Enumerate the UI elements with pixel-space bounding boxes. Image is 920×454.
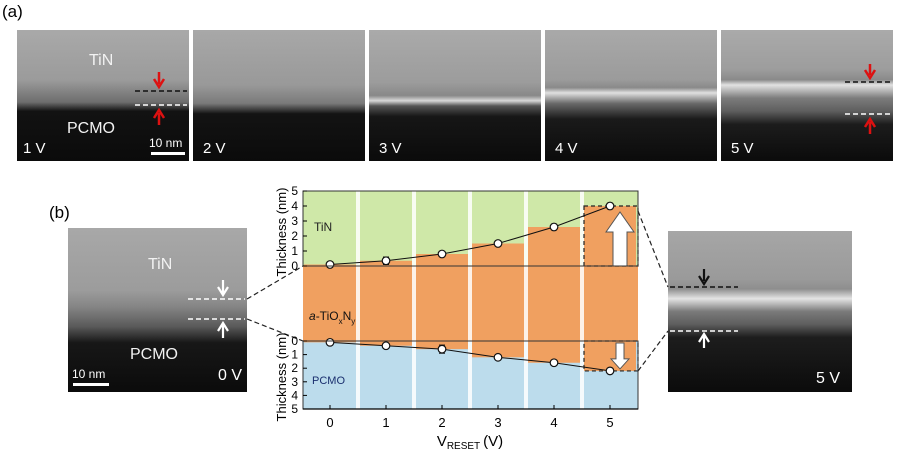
pcmo-series-point [381, 341, 391, 351]
tin-series-point [493, 239, 503, 248]
tin-label: TiN [89, 52, 114, 69]
tin-series-point [605, 201, 615, 211]
white-arrow-up-icon [217, 320, 229, 338]
tem-image-2v: 2 V [193, 30, 365, 161]
tin-series-point [549, 222, 559, 232]
x-axis-symbol: V [437, 433, 447, 450]
top-y-tick-label: 1 [291, 244, 298, 258]
top-y-tick-label: 3 [291, 214, 298, 228]
bottom-y-tick-label: 2 [291, 361, 298, 375]
x-tick-label: 4 [550, 415, 557, 430]
scale-bar-label: 10 nm [72, 367, 106, 381]
oxide-sub-x: x [339, 317, 343, 326]
red-arrow-down-icon [863, 64, 877, 81]
column-separator [412, 191, 416, 409]
region-label-tin: TiN [314, 220, 332, 234]
x-tick-label: 2 [438, 415, 445, 430]
x-axis-sub: RESET [447, 441, 480, 452]
black-arrow-down-icon [698, 269, 710, 287]
voltage-label: 3 V [379, 140, 402, 157]
oxide-n: N [343, 309, 352, 323]
oxide-prefix: a [309, 309, 316, 323]
oxide-growth-top [416, 254, 468, 266]
tem-image-5v-right: 5 V [668, 231, 852, 392]
region-label-oxide: a-TiOxNy [309, 309, 355, 326]
tem-image-5v: 5 V [721, 30, 893, 161]
top-y-tick-label: 4 [291, 199, 298, 213]
tin-label: TiN [148, 256, 173, 273]
tin-series-point [381, 256, 391, 266]
voltage-label: 1 V [23, 140, 46, 157]
x-tick-label: 0 [326, 415, 333, 430]
column-separator [356, 191, 360, 409]
voltage-label: 5 V [816, 370, 841, 387]
x-tick-label: 5 [606, 415, 613, 430]
oxide-main: -TiO [316, 309, 339, 323]
tem-image-3v: 3 V [369, 30, 541, 161]
pcmo-series-point [605, 366, 615, 376]
bottom-y-tick-label: 1 [291, 348, 298, 362]
oxide-growth-top [472, 243, 524, 266]
oxide-growth-bottom [472, 341, 524, 358]
tem-image-0v: TiN PCMO 10 nm 0 V [68, 228, 247, 392]
pcmo-label: PCMO [67, 120, 115, 137]
voltage-label: 4 V [555, 140, 578, 157]
oxide-growth-bottom [584, 341, 636, 371]
top-y-tick-label: 5 [291, 184, 298, 198]
region-label-pcmo: PCMO [312, 375, 345, 387]
x-tick-label: 1 [382, 415, 389, 430]
oxide-growth-top [528, 227, 580, 266]
pcmo-series-point [493, 352, 503, 362]
x-axis-unit: (V) [483, 433, 503, 450]
x-axis-label: VRESET (V) [437, 433, 503, 452]
bottom-y-tick-label: 0 [291, 334, 298, 348]
growth-arrow-up-icon [605, 211, 635, 267]
bottom-y-axis-label: Thickness (nm) [274, 333, 289, 422]
white-arrow-down-icon [217, 280, 229, 298]
white-arrow-up-icon [698, 331, 710, 348]
bottom-y-tick-label: 5 [291, 402, 298, 416]
tin-series-point [437, 249, 447, 259]
red-arrow-up-icon [863, 116, 877, 134]
column-separator [580, 191, 584, 409]
red-arrow-up-icon [152, 107, 166, 125]
interface-markers [845, 64, 891, 134]
growth-arrow-down-icon [609, 342, 631, 370]
x-tick-label: 3 [494, 415, 501, 430]
column-separator [524, 191, 528, 409]
tin-series-point [325, 260, 335, 269]
panel-b-label: (b) [49, 203, 70, 222]
tem-image-4v: 4 V [545, 30, 717, 161]
scale-bar [73, 383, 109, 386]
top-y-axis-label: Thickness (nm) [274, 188, 289, 277]
panel-a-label: (a) [2, 2, 23, 21]
scale-bar-label: 10 nm [149, 136, 183, 150]
scale-bar [151, 152, 185, 155]
bottom-y-tick-label: 4 [291, 388, 298, 402]
pcmo-series-point [325, 337, 335, 347]
pcmo-series-line [329, 341, 611, 372]
voltage-label: 2 V [203, 140, 226, 157]
oxide-growth-bottom [528, 341, 580, 363]
pcmo-series-point [549, 358, 559, 368]
column-separator [468, 191, 472, 409]
top-plot-frame [302, 190, 639, 267]
tin-series-line [329, 205, 611, 265]
voltage-label: 5 V [731, 140, 754, 157]
pcmo-series-point [437, 344, 447, 354]
red-arrow-down-icon [152, 72, 166, 90]
oxide-growth-top [584, 206, 636, 266]
interface-markers [670, 269, 738, 348]
voltage-label: 0 V [218, 367, 243, 384]
top-y-tick-label: 2 [291, 229, 298, 243]
oxide-sub-y: y [351, 317, 355, 326]
interface-markers [188, 280, 245, 338]
tem-image-1v: TiN PCMO 10 nm 1 V [17, 30, 189, 161]
pcmo-label: PCMO [130, 346, 178, 363]
bottom-y-tick-label: 3 [291, 375, 298, 389]
top-y-tick-label: 0 [291, 259, 298, 273]
interface-markers [135, 72, 187, 125]
